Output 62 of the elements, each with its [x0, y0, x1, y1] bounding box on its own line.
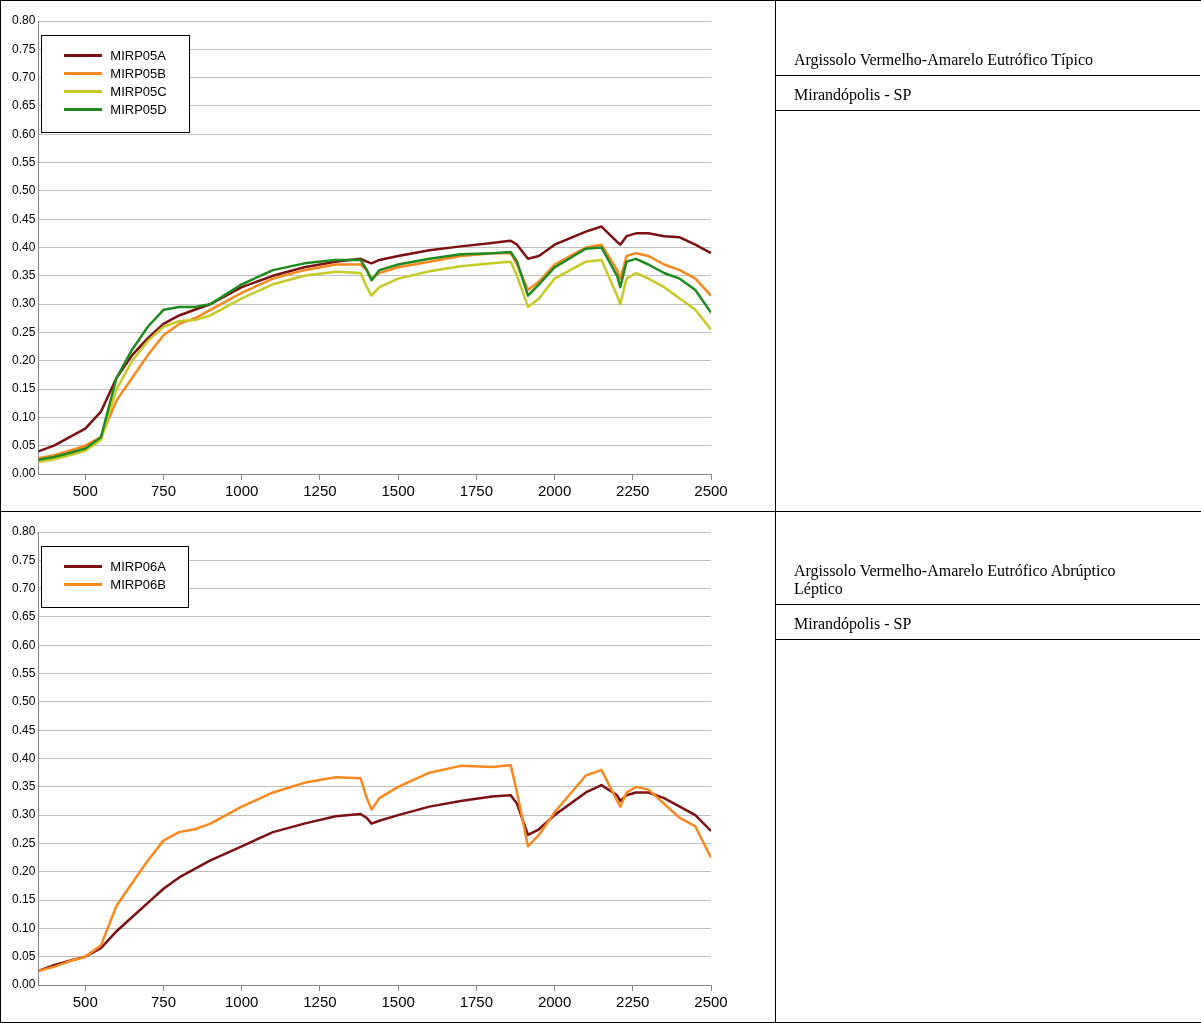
- y-tick-label: 0.25: [12, 324, 36, 339]
- legend-label: MIRP05D: [110, 101, 167, 117]
- y-tick-label: 0.40: [12, 239, 36, 254]
- y-tick-label: 0.15: [12, 381, 36, 396]
- y-tick-label: 0.10: [12, 409, 36, 424]
- y-tick-label: 0.45: [12, 722, 36, 737]
- x-tick-label: 1250: [303, 482, 337, 500]
- y-tick-label: 0.00: [12, 466, 36, 481]
- x-tick-label: 2250: [616, 482, 650, 500]
- x-tick-label: 2000: [537, 482, 572, 500]
- text: Mirandópolis - SP: [794, 86, 912, 104]
- x-tick-label: 1500: [381, 482, 415, 500]
- x-tick-label: 1500: [381, 993, 415, 1011]
- y-tick-label: 0.80: [12, 524, 36, 539]
- x-tick-label: 500: [72, 482, 98, 500]
- y-tick-label: 0.45: [12, 211, 36, 226]
- y-tick-label: 0.65: [12, 609, 36, 624]
- y-tick-label: 0.40: [12, 750, 36, 765]
- y-tick-label: 0.25: [12, 835, 36, 850]
- x-tick-label: 1000: [225, 993, 259, 1011]
- y-tick-label: 0.35: [12, 268, 36, 283]
- y-tick-label: 0.05: [12, 438, 36, 452]
- x-tick-label: 2500: [694, 993, 728, 1011]
- y-tick-label: 0.60: [12, 126, 36, 141]
- y-tick-label: 0.20: [12, 353, 36, 368]
- y-tick-label: 0.10: [12, 920, 36, 935]
- y-tick-label: 0.00: [12, 977, 36, 992]
- y-tick-label: 0.15: [12, 892, 36, 907]
- x-tick-label: 1250: [303, 993, 337, 1011]
- legend-label: MIRP05C: [110, 83, 167, 99]
- y-tick-label: 0.75: [12, 41, 36, 56]
- y-tick-label: 0.60: [12, 637, 36, 652]
- y-tick-label: 0.55: [12, 665, 36, 680]
- y-tick-label: 0.20: [12, 864, 36, 879]
- x-tick-label: 2500: [694, 482, 728, 500]
- x-tick-label: 1000: [225, 482, 259, 500]
- text: Argissolo Vermelho-Amarelo Eutrófico Típico: [794, 51, 1094, 69]
- y-tick-label: 0.30: [12, 296, 36, 311]
- y-tick-label: 0.70: [12, 580, 36, 595]
- y-tick-label: 0.70: [12, 69, 36, 84]
- y-tick-label: 0.05: [12, 949, 36, 963]
- x-tick-label: 1750: [459, 482, 494, 500]
- legend-label: MIRP06A: [110, 558, 166, 574]
- text: Argissolo Vermelho-Amarelo Eutrófico Abrúptico Léptico: [794, 562, 1117, 598]
- legend-label: MIRP05A: [110, 47, 166, 63]
- y-tick-label: 0.75: [12, 552, 36, 567]
- y-tick-label: 0.35: [12, 779, 36, 794]
- text: Mirandópolis - SP: [794, 615, 912, 633]
- x-tick-label: 2250: [616, 993, 650, 1011]
- y-tick-label: 0.50: [12, 694, 36, 709]
- x-tick-label: 2000: [537, 993, 572, 1011]
- x-tick-label: 750: [150, 993, 177, 1011]
- y-tick-label: 0.30: [12, 807, 36, 822]
- legend-label: MIRP06B: [110, 576, 166, 592]
- x-tick-label: 500: [72, 993, 98, 1011]
- y-tick-label: 0.65: [12, 98, 36, 113]
- x-tick-label: 750: [150, 482, 177, 500]
- legend-label: MIRP05B: [110, 65, 166, 81]
- y-tick-label: 0.55: [12, 154, 36, 169]
- y-tick-label: 0.50: [12, 183, 36, 198]
- x-tick-label: 1750: [459, 993, 494, 1011]
- y-tick-label: 0.80: [12, 13, 36, 28]
